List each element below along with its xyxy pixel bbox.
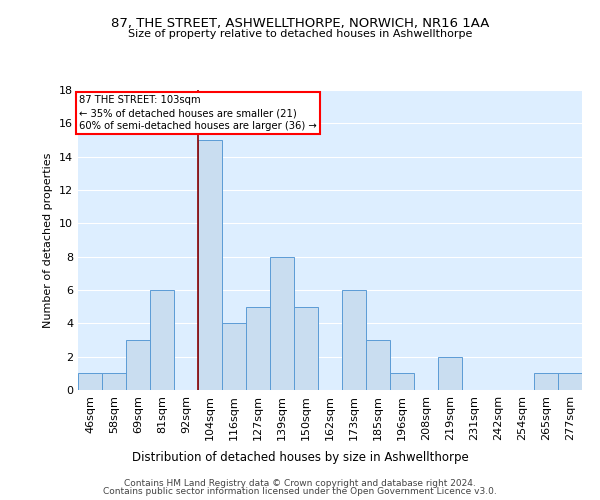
Bar <box>342 290 366 390</box>
Bar <box>150 290 174 390</box>
Bar <box>534 374 558 390</box>
Y-axis label: Number of detached properties: Number of detached properties <box>43 152 53 328</box>
Text: Contains HM Land Registry data © Crown copyright and database right 2024.: Contains HM Land Registry data © Crown c… <box>124 478 476 488</box>
Bar <box>366 340 390 390</box>
Bar <box>438 356 462 390</box>
Bar <box>102 374 126 390</box>
Bar <box>270 256 294 390</box>
Text: Size of property relative to detached houses in Ashwellthorpe: Size of property relative to detached ho… <box>128 29 472 39</box>
Text: Contains public sector information licensed under the Open Government Licence v3: Contains public sector information licen… <box>103 487 497 496</box>
Bar <box>126 340 150 390</box>
Text: 87 THE STREET: 103sqm
← 35% of detached houses are smaller (21)
60% of semi-deta: 87 THE STREET: 103sqm ← 35% of detached … <box>79 95 317 132</box>
Bar <box>390 374 414 390</box>
Bar <box>198 140 222 390</box>
Text: 87, THE STREET, ASHWELLTHORPE, NORWICH, NR16 1AA: 87, THE STREET, ASHWELLTHORPE, NORWICH, … <box>111 18 489 30</box>
Bar <box>294 306 318 390</box>
Bar <box>558 374 582 390</box>
Bar <box>78 374 102 390</box>
Bar <box>222 324 246 390</box>
Bar <box>246 306 270 390</box>
Text: Distribution of detached houses by size in Ashwellthorpe: Distribution of detached houses by size … <box>131 451 469 464</box>
